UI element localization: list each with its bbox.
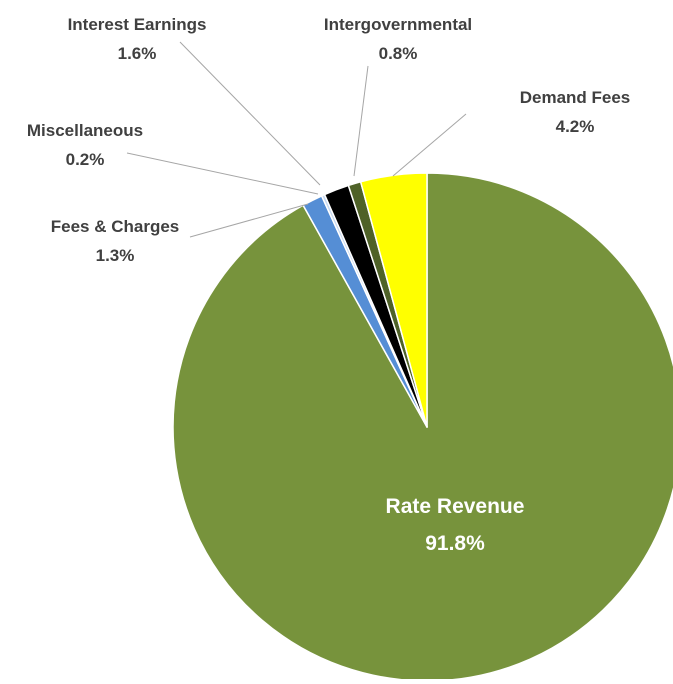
slice-label-miscellaneous: Miscellaneous bbox=[27, 121, 143, 140]
leader-line-intergovernmental bbox=[353, 65, 369, 177]
slice-value-label-miscellaneous: 0.2% bbox=[66, 150, 105, 169]
leader-line-interest-earnings bbox=[179, 41, 321, 186]
leader-line-demand-fees bbox=[392, 113, 467, 177]
pie-slice-rate-revenue bbox=[172, 172, 673, 682]
leader-line-fees-and-charges bbox=[189, 203, 309, 238]
labels-layer: Rate Revenue 91.8% Fees & Charges 1.3% Misce… bbox=[27, 15, 630, 555]
slice-value-label-interest-earnings: 1.6% bbox=[118, 44, 157, 63]
slices-layer bbox=[172, 172, 673, 682]
slice-label-fees-and-charges: Fees & Charges bbox=[51, 217, 180, 236]
leader-lines-layer bbox=[126, 41, 467, 238]
slice-label-demand-fees: Demand Fees bbox=[520, 88, 631, 107]
slice-value-label-demand-fees: 4.2% bbox=[556, 117, 595, 136]
slice-label-intergovernmental: Intergovernmental bbox=[324, 15, 472, 34]
slice-value-label-fees-and-charges: 1.3% bbox=[96, 246, 135, 265]
slice-value-label-intergovernmental: 0.8% bbox=[379, 44, 418, 63]
slice-label-interest-earnings: Interest Earnings bbox=[68, 15, 207, 34]
leader-line-miscellaneous bbox=[126, 152, 319, 195]
slice-value-label-rate-revenue: 91.8% bbox=[425, 532, 485, 555]
slice-label-rate-revenue: Rate Revenue bbox=[386, 495, 525, 518]
